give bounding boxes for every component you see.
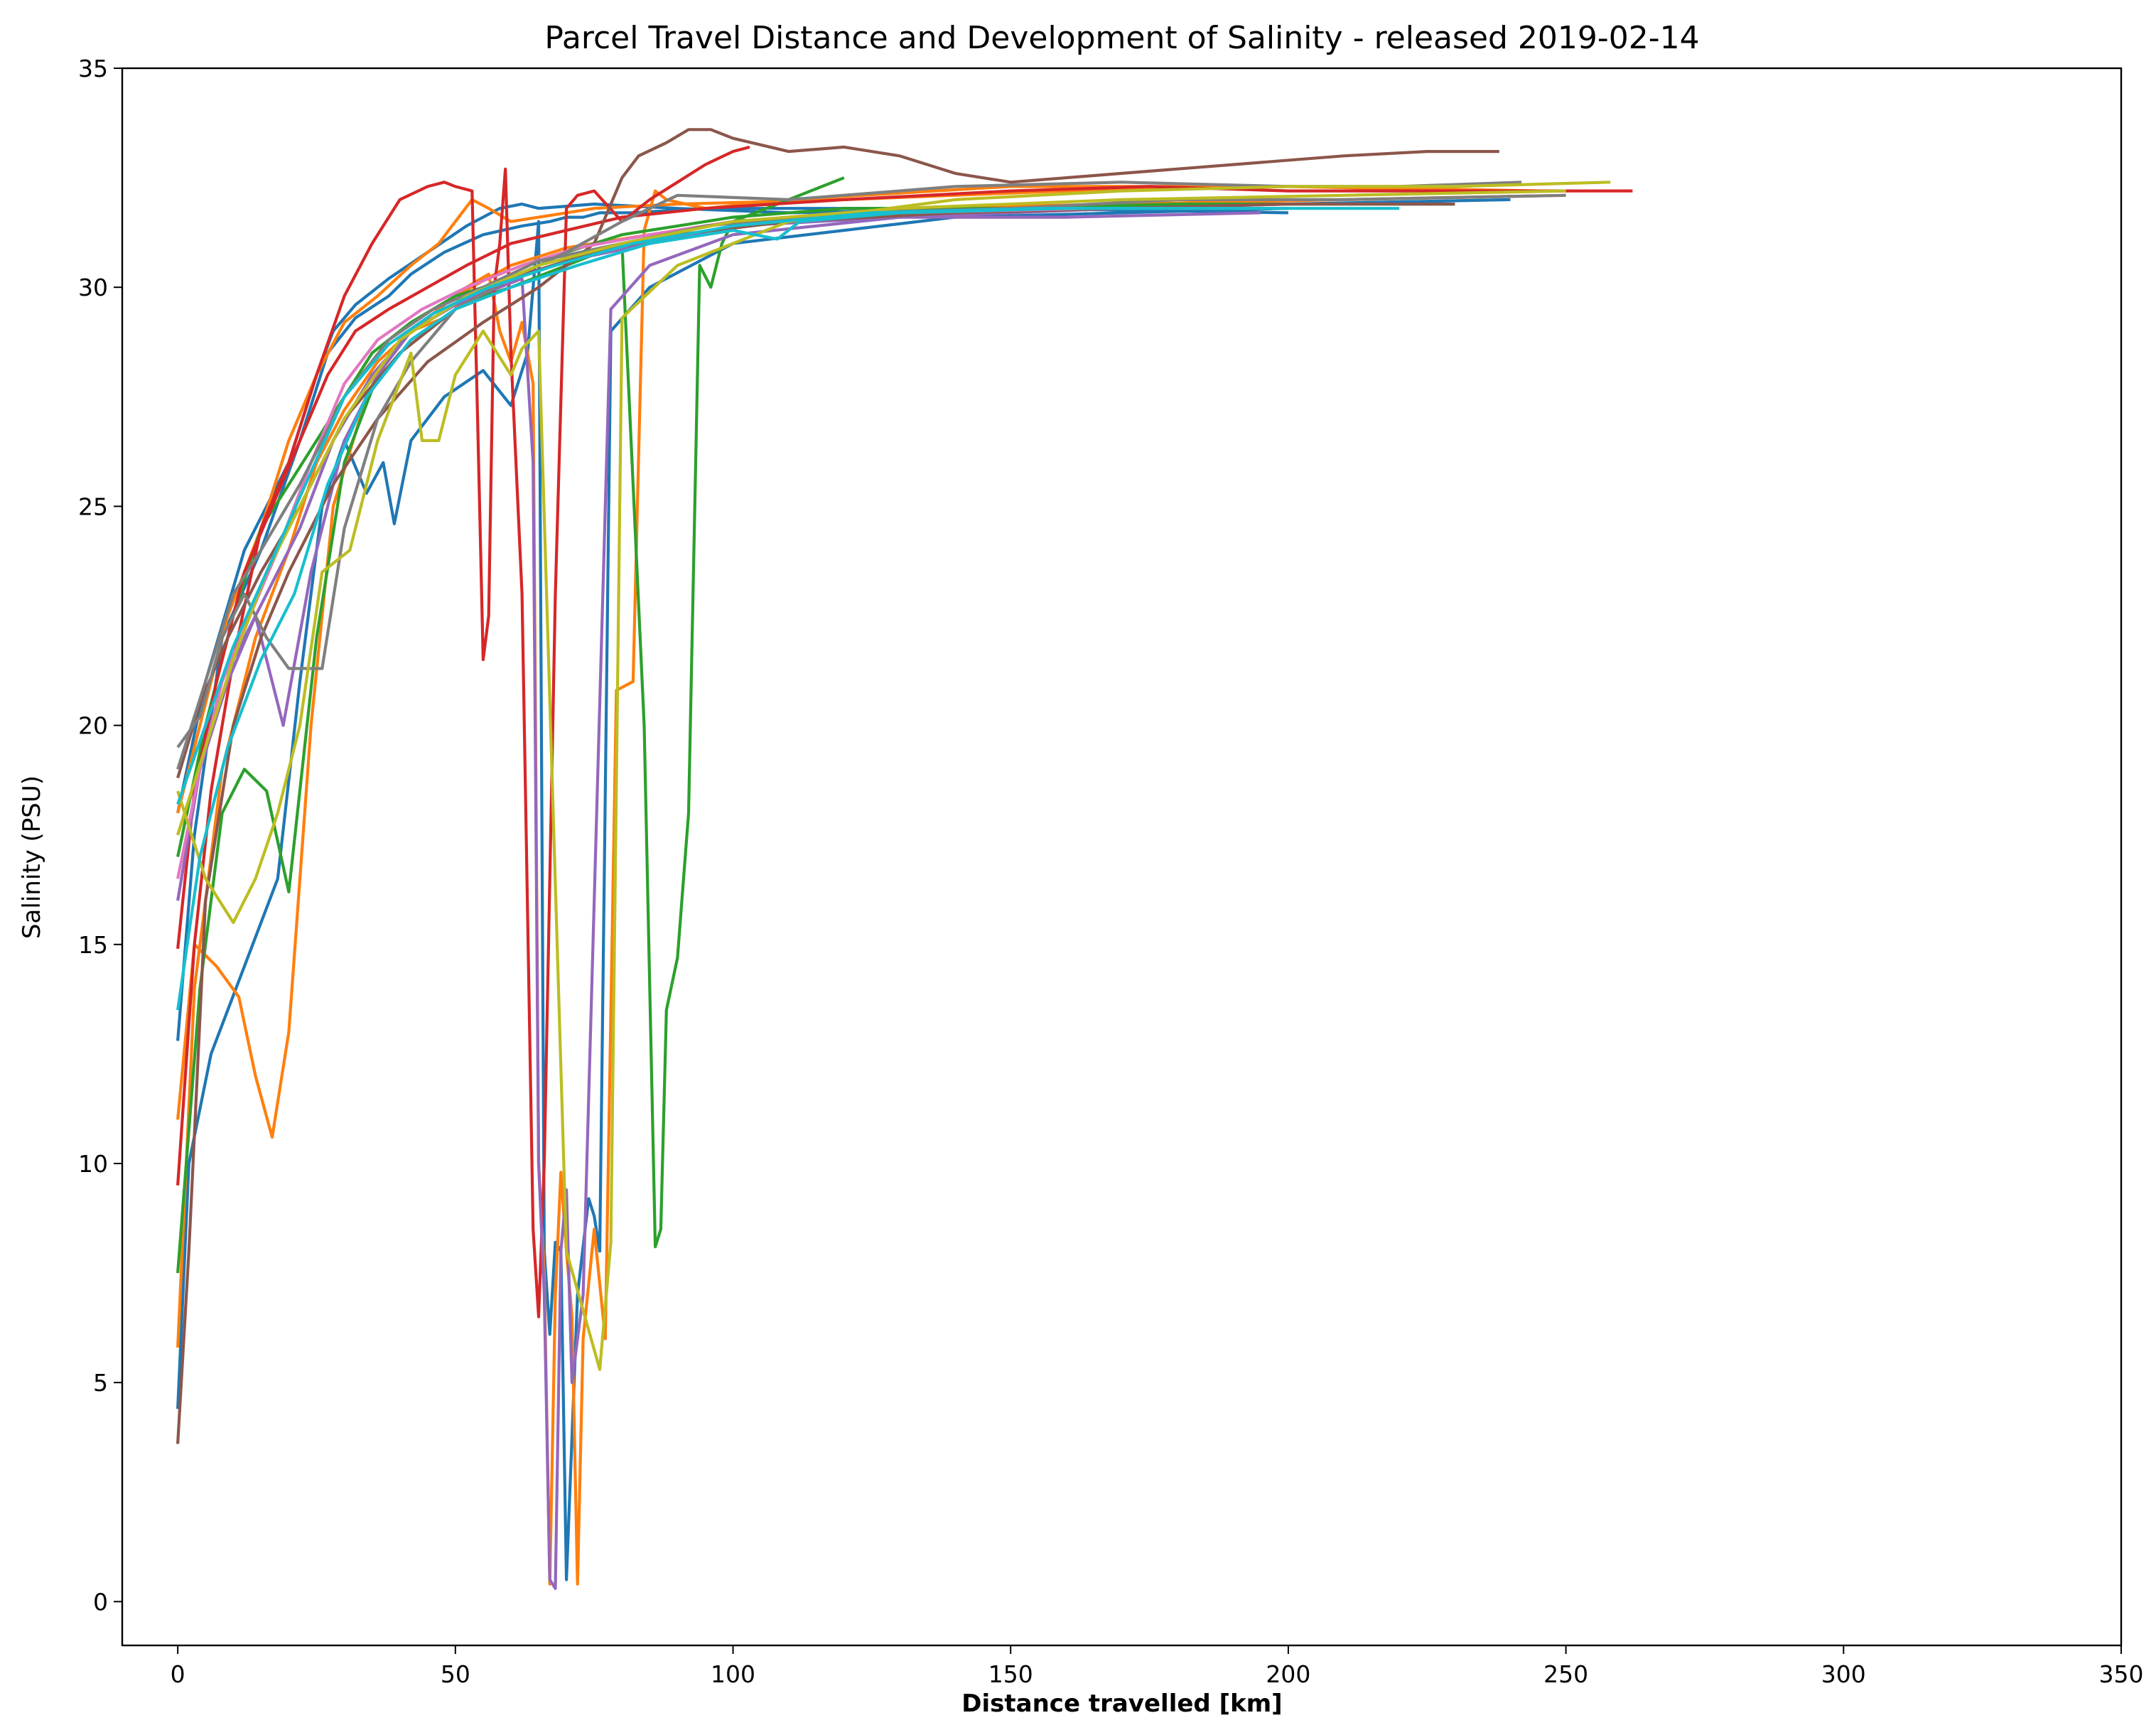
x-tick-label: 200 [1266, 1660, 1310, 1688]
x-tick-label: 50 [441, 1660, 470, 1688]
series-line-20 [176, 207, 1288, 1011]
y-tick-label: 30 [78, 274, 108, 301]
y-axis-title: Salinity (PSU) [18, 775, 46, 939]
series-layer [176, 128, 1633, 1590]
y-tick-label: 15 [78, 931, 108, 959]
series-line-19 [176, 189, 1566, 836]
y-axis: 0 5 10 15 20 25 30 35 [78, 55, 122, 1616]
y-tick-label: 0 [93, 1588, 108, 1616]
series-line-11 [176, 203, 1288, 1590]
y-tick-label: 10 [78, 1150, 108, 1178]
x-tick-label: 0 [171, 1660, 185, 1688]
x-tick-label: 300 [1821, 1660, 1866, 1688]
y-tick-label: 20 [78, 712, 108, 740]
series-line-21 [176, 207, 1400, 805]
y-tick-label: 35 [78, 55, 108, 82]
chart-title: Parcel Travel Distance and Development o… [544, 20, 1699, 56]
series-line-10 [176, 185, 1633, 950]
x-tick-label: 250 [1543, 1660, 1588, 1688]
y-tick-label: 5 [93, 1369, 108, 1397]
y-tick-label: 25 [78, 493, 108, 520]
series-line-13 [176, 128, 1499, 1444]
x-tick-label: 150 [988, 1660, 1033, 1688]
x-axis: 0 50 100 150 200 250 300 350 [171, 1645, 2144, 1688]
x-axis-title: Distance travelled [km] [961, 1689, 1282, 1718]
plot-frame [121, 67, 2123, 1647]
series-line-17 [176, 193, 1566, 770]
x-tick-label: 100 [711, 1660, 755, 1688]
x-tick-label: 350 [2099, 1660, 2144, 1688]
